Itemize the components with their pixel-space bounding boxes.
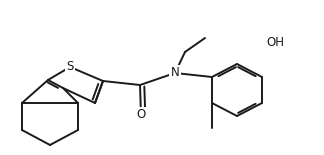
Text: S: S (66, 60, 74, 73)
Text: OH: OH (266, 36, 284, 49)
Text: O: O (136, 108, 145, 122)
Text: N: N (171, 66, 179, 80)
